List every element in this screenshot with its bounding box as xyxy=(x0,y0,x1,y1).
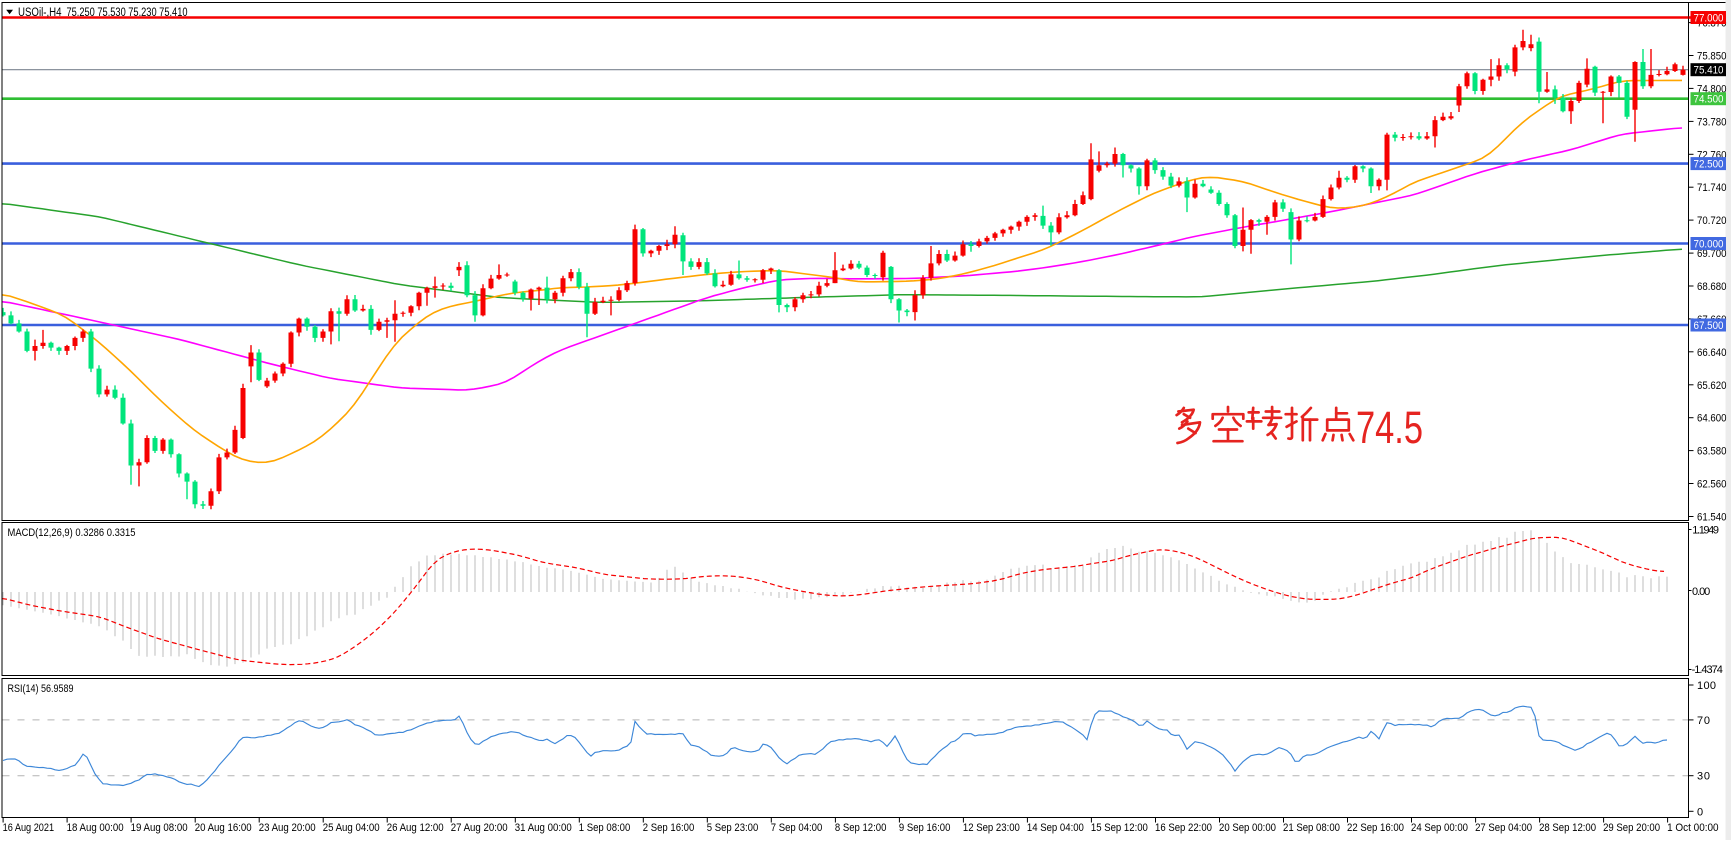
svg-text:20 Aug 16:00: 20 Aug 16:00 xyxy=(195,822,252,834)
svg-text:63.580: 63.580 xyxy=(1697,446,1727,458)
svg-text:64.600: 64.600 xyxy=(1697,413,1727,425)
svg-text:USOil-,H4: USOil-,H4 xyxy=(18,7,62,19)
svg-text:27 Aug 20:00: 27 Aug 20:00 xyxy=(451,822,508,834)
svg-text:23 Aug 20:00: 23 Aug 20:00 xyxy=(259,822,316,834)
svg-text:74.500: 74.500 xyxy=(1694,94,1724,106)
svg-text:RSI(14) 56.9589: RSI(14) 56.9589 xyxy=(8,683,74,695)
svg-text:74.5: 74.5 xyxy=(1356,402,1423,453)
svg-text:67.500: 67.500 xyxy=(1694,320,1724,332)
svg-text:66.640: 66.640 xyxy=(1697,347,1727,359)
svg-text:62.560: 62.560 xyxy=(1697,479,1727,491)
svg-text:77.000: 77.000 xyxy=(1694,13,1724,25)
svg-text:70: 70 xyxy=(1697,715,1710,727)
svg-text:61.540: 61.540 xyxy=(1697,512,1727,524)
svg-text:8 Sep 12:00: 8 Sep 12:00 xyxy=(835,822,887,834)
svg-text:5 Sep 23:00: 5 Sep 23:00 xyxy=(707,822,759,834)
svg-text:70.000: 70.000 xyxy=(1694,239,1724,251)
svg-text:22 Sep 16:00: 22 Sep 16:00 xyxy=(1347,822,1404,834)
svg-text:65.620: 65.620 xyxy=(1697,380,1727,392)
svg-text:26 Aug 12:00: 26 Aug 12:00 xyxy=(387,822,444,834)
svg-text:24 Sep 00:00: 24 Sep 00:00 xyxy=(1411,822,1468,834)
svg-text:15 Sep 12:00: 15 Sep 12:00 xyxy=(1091,822,1148,834)
svg-text:100: 100 xyxy=(1697,680,1716,692)
svg-text:25 Aug 04:00: 25 Aug 04:00 xyxy=(323,822,380,834)
svg-text:68.680: 68.680 xyxy=(1697,281,1727,293)
svg-text:20 Sep 00:00: 20 Sep 00:00 xyxy=(1219,822,1276,834)
svg-text:21 Sep 08:00: 21 Sep 08:00 xyxy=(1283,822,1340,834)
svg-text:19 Aug 08:00: 19 Aug 08:00 xyxy=(131,822,188,834)
svg-text:29 Sep 20:00: 29 Sep 20:00 xyxy=(1603,822,1660,834)
svg-text:MACD(12,26,9) 0.3286 0.3315: MACD(12,26,9) 0.3286 0.3315 xyxy=(8,527,136,539)
svg-text:27 Sep 04:00: 27 Sep 04:00 xyxy=(1475,822,1532,834)
svg-text:14 Sep 04:00: 14 Sep 04:00 xyxy=(1027,822,1084,834)
svg-text:31 Aug 00:00: 31 Aug 00:00 xyxy=(515,822,572,834)
svg-text:72.500: 72.500 xyxy=(1694,159,1724,171)
svg-text:30: 30 xyxy=(1697,771,1710,783)
svg-text:0.00: 0.00 xyxy=(1692,586,1710,598)
svg-text:12 Sep 23:00: 12 Sep 23:00 xyxy=(963,822,1020,834)
svg-text:28 Sep 12:00: 28 Sep 12:00 xyxy=(1539,822,1596,834)
svg-text:75.850: 75.850 xyxy=(1697,51,1727,63)
svg-text:7 Sep 04:00: 7 Sep 04:00 xyxy=(771,822,823,834)
svg-text:1 Oct 00:00: 1 Oct 00:00 xyxy=(1667,822,1719,834)
svg-text:73.780: 73.780 xyxy=(1697,116,1727,128)
svg-text:71.740: 71.740 xyxy=(1697,182,1727,194)
svg-text:9 Sep 16:00: 9 Sep 16:00 xyxy=(899,822,951,834)
svg-text:16 Sep 22:00: 16 Sep 22:00 xyxy=(1155,822,1212,834)
svg-text:1.1949: 1.1949 xyxy=(1692,525,1719,537)
svg-text:75.410: 75.410 xyxy=(1694,65,1724,77)
svg-text:-1.4374: -1.4374 xyxy=(1692,664,1723,676)
svg-text:75.250 75.530 75.230 75.410: 75.250 75.530 75.230 75.410 xyxy=(67,7,188,19)
svg-text:2 Sep 16:00: 2 Sep 16:00 xyxy=(643,822,695,834)
svg-text:16 Aug 2021: 16 Aug 2021 xyxy=(3,822,55,834)
svg-text:18 Aug 00:00: 18 Aug 00:00 xyxy=(67,822,124,834)
svg-text:70.720: 70.720 xyxy=(1697,215,1727,227)
svg-text:0: 0 xyxy=(1697,806,1703,818)
svg-text:1 Sep 08:00: 1 Sep 08:00 xyxy=(579,822,631,834)
